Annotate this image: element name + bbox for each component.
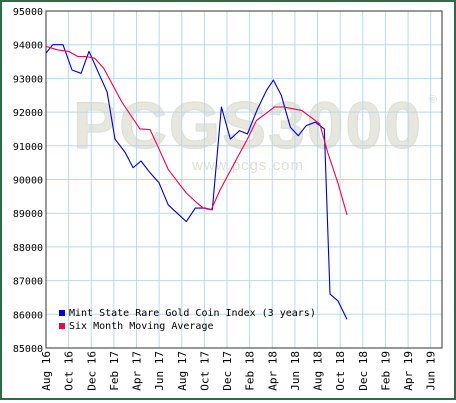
x-tick-label: Dec 18 xyxy=(357,351,370,391)
pcgs-watermark: PCGS3000 www.pcgs.com ® xyxy=(72,87,437,174)
x-tick-label: Aug 18 xyxy=(312,351,325,391)
x-tick-label: Jun 18 xyxy=(289,351,302,391)
legend-swatch-moving-average xyxy=(59,323,65,329)
grid xyxy=(45,10,442,349)
y-tick-label: 92000 xyxy=(13,108,43,119)
series-layer xyxy=(45,44,348,320)
y-axis: 85000 86000 87000 88000 89000 90000 91000 92000… xyxy=(13,7,43,355)
plot-area-border xyxy=(45,10,443,349)
y-tick-label: 87000 xyxy=(13,277,43,288)
y-tick-label: 86000 xyxy=(13,310,43,321)
legend-label-moving-average: Six Month Moving Average xyxy=(69,321,214,332)
y-tick-label: 89000 xyxy=(13,209,43,220)
x-axis: Aug 16 Oct 16 Dec 16 Feb 17 Apr 17 Jun 17 Aug … xyxy=(40,351,438,391)
series-line-moving-average xyxy=(45,45,348,216)
x-tick-label: Jun 19 xyxy=(425,351,438,391)
x-tick-label: Feb 18 xyxy=(244,351,257,391)
x-tick-label: Feb 19 xyxy=(379,351,392,391)
legend: Mint State Rare Gold Coin Index (3 years… xyxy=(59,308,316,332)
x-tick-label: Aug 16 xyxy=(40,351,53,391)
price-index-chart: PCGS3000 www.pcgs.com ® 8500086000870008… xyxy=(13,7,443,391)
legend-label-index: Mint State Rare Gold Coin Index (3 years… xyxy=(69,308,316,319)
y-tick-label: 95000 xyxy=(13,7,43,18)
x-tick-label: Oct 16 xyxy=(63,351,76,391)
legend-swatch-index xyxy=(59,310,65,316)
x-tick-label: Dec 16 xyxy=(85,351,98,391)
y-tick-label: 94000 xyxy=(13,41,43,52)
y-tick-label: 91000 xyxy=(13,142,43,153)
svg-text:www.pcgs.com: www.pcgs.com xyxy=(191,157,304,174)
x-tick-label: Apr 19 xyxy=(402,351,415,391)
y-tick-label: 90000 xyxy=(13,176,43,187)
series-line-index xyxy=(45,44,348,320)
x-tick-label: Oct 17 xyxy=(198,351,211,391)
x-tick-label: Aug 17 xyxy=(176,351,189,391)
y-tick-label: 85000 xyxy=(13,344,43,355)
x-tick-label: Apr 18 xyxy=(266,351,279,391)
x-tick-label: Jun 17 xyxy=(153,351,166,391)
y-tick-label: 93000 xyxy=(13,74,43,85)
x-tick-label: Feb 17 xyxy=(108,351,121,391)
x-tick-label: Oct 18 xyxy=(334,351,347,391)
y-tick-label: 88000 xyxy=(13,243,43,254)
x-tick-label: Apr 17 xyxy=(131,351,144,391)
svg-text:PCGS3000: PCGS3000 xyxy=(73,88,423,162)
x-tick-label: Dec 17 xyxy=(221,351,234,391)
svg-text:®: ® xyxy=(429,94,437,106)
